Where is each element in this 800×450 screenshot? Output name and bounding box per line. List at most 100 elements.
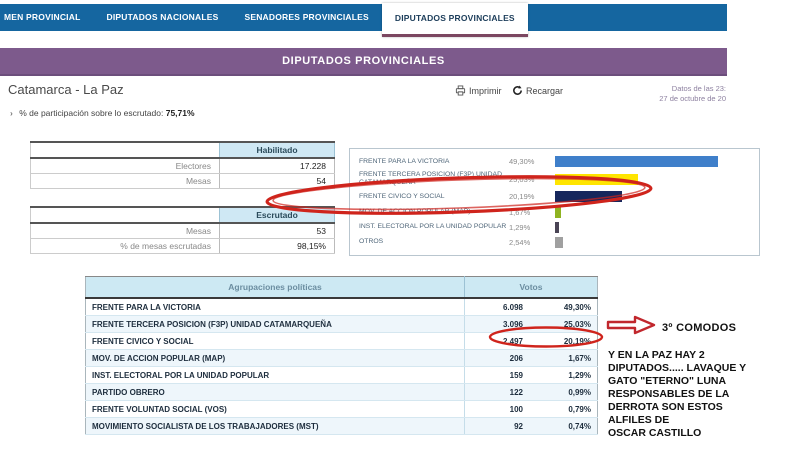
party-percent: 25,03% bbox=[529, 315, 598, 333]
results-row: FRENTE PARA LA VICTORIA 6.098 49,30% bbox=[85, 298, 598, 316]
habilitado-body: Electores 17.228 Mesas 54 bbox=[30, 158, 335, 189]
chart-bar bbox=[555, 191, 622, 203]
party-name: INST. ELECTORAL POR LA UNIDAD POPULAR bbox=[85, 366, 465, 384]
chart-row: FRENTE TERCERA POSICION (F3P) UNIDAD CAT… bbox=[359, 171, 750, 187]
print-label: Imprimir bbox=[469, 85, 502, 96]
results-row: FRENTE CIVICO Y SOCIAL 2.497 20,19% bbox=[85, 332, 598, 350]
summary-row: Mesas 54 bbox=[30, 173, 335, 189]
chart-row: FRENTE CIVICO Y SOCIAL 20,19% bbox=[359, 191, 750, 203]
results-body: FRENTE PARA LA VICTORIA 6.098 49,30% FRENTE… bbox=[85, 298, 598, 435]
results-row: PARTIDO OBRERO 122 0,99% bbox=[85, 383, 598, 401]
party-votes: 159 bbox=[464, 366, 529, 384]
reload-icon bbox=[512, 85, 523, 96]
summary-label: Mesas bbox=[30, 223, 220, 239]
party-percent: 0,79% bbox=[529, 400, 598, 418]
chart-value-label: 20,19% bbox=[509, 192, 535, 202]
chart-category-label: FRENTE TERCERA POSICION (F3P) UNIDAD CAT… bbox=[359, 171, 503, 187]
party-name: FRENTE PARA LA VICTORIA bbox=[85, 298, 465, 316]
chart-row: INST. ELECTORAL POR LA UNIDAD POPULAR 1,2… bbox=[359, 221, 750, 233]
chart-value-label: 1,29% bbox=[509, 222, 531, 232]
party-percent: 20,19% bbox=[529, 332, 598, 350]
annotation-arrow-label: 3º COMODOS bbox=[662, 321, 737, 334]
chart-category-label: OTROS bbox=[359, 238, 384, 246]
timestamp-line-2: 27 de octubre de 20 bbox=[659, 93, 726, 103]
chart-bar bbox=[555, 156, 718, 167]
summary-label: Mesas bbox=[30, 173, 220, 189]
annotation-arrow-row: 3º COMODOS bbox=[606, 314, 736, 341]
party-name: FRENTE VOLUNTAD SOCIAL (VOS) bbox=[85, 400, 465, 418]
results-row: FRENTE TERCERA POSICION (F3P) UNIDAD CAT… bbox=[85, 315, 598, 333]
column-header-votes: Votos bbox=[464, 276, 598, 299]
summary-value: 17.228 bbox=[219, 158, 335, 174]
summary-value: 54 bbox=[219, 173, 335, 189]
habilitado-header: Habilitado bbox=[219, 141, 335, 159]
results-row: MOVIMIENTO SOCIALISTA DE LOS TRABAJADORE… bbox=[85, 417, 598, 435]
party-percent: 1,67% bbox=[529, 349, 598, 367]
chart-bar bbox=[555, 173, 638, 185]
party-votes: 3.096 bbox=[464, 315, 529, 333]
results-row: INST. ELECTORAL POR LA UNIDAD POPULAR 159… bbox=[85, 366, 598, 384]
party-votes: 122 bbox=[464, 383, 529, 401]
results-row: FRENTE VOLUNTAD SOCIAL (VOS) 100 0,79% bbox=[85, 400, 598, 418]
party-percent: 49,30% bbox=[529, 298, 598, 316]
chart-bar bbox=[555, 206, 561, 218]
column-header-parties: Agrupaciones políticas bbox=[85, 276, 465, 299]
summary-label: Electores bbox=[30, 158, 220, 174]
participation-line: › % de participación sobre lo escrutado:… bbox=[10, 108, 195, 118]
summary-row: % de mesas escrutadas 98,15% bbox=[30, 238, 335, 254]
region-title: Catamarca - La Paz bbox=[8, 82, 124, 97]
chart-row: MOV. DE ACCION POPULAR (MAP) 1,67% bbox=[359, 206, 750, 218]
escrutado-table: Escrutado Mesas 53% de mesas escrutadas 98… bbox=[30, 206, 335, 254]
chart-row: OTROS 2,54% bbox=[359, 236, 750, 248]
bullet-arrow-icon: › bbox=[10, 108, 13, 118]
summary-value: 53 bbox=[219, 223, 335, 239]
nav-tab[interactable]: DIPUTADOS PROVINCIALES bbox=[381, 3, 528, 37]
results-bar-chart: FRENTE PARA LA VICTORIA 49,30% FRENTE TERC… bbox=[349, 148, 760, 256]
party-percent: 0,99% bbox=[529, 383, 598, 401]
nav-tab[interactable]: DIPUTADOS NACIONALES bbox=[106, 12, 219, 22]
empty-header-cell bbox=[30, 141, 220, 159]
chart-category-label: INST. ELECTORAL POR LA UNIDAD POPULAR bbox=[359, 223, 507, 231]
reload-label: Recargar bbox=[526, 85, 564, 96]
chart-category-label: FRENTE CIVICO Y SOCIAL bbox=[359, 192, 445, 200]
party-name: MOVIMIENTO SOCIALISTA DE LOS TRABAJADORE… bbox=[85, 417, 465, 435]
summary-row: Electores 17.228 bbox=[30, 158, 335, 174]
chart-value-label: 25,03% bbox=[509, 174, 535, 184]
chart-category-label: FRENTE PARA LA VICTORIA bbox=[359, 157, 450, 165]
chart-value-label: 2,54% bbox=[509, 237, 531, 247]
nav-tab[interactable]: MEN PROVINCIAL bbox=[4, 12, 81, 22]
timestamp-line-1: Datos de las 23: bbox=[671, 84, 726, 93]
party-votes: 6.098 bbox=[464, 298, 529, 316]
data-timestamp: Datos de las 23: 27 de octubre de 20 bbox=[659, 84, 726, 103]
section-banner: DIPUTADOS PROVINCIALES bbox=[0, 48, 727, 76]
chart-value-label: 49,30% bbox=[509, 157, 535, 166]
party-name: FRENTE TERCERA POSICION (F3P) UNIDAD CAT… bbox=[85, 315, 465, 333]
party-percent: 1,29% bbox=[529, 366, 598, 384]
chart-bar bbox=[555, 221, 560, 233]
print-button[interactable]: Imprimir bbox=[455, 85, 502, 96]
results-table: Agrupaciones políticas Votos FRENTE PARA… bbox=[85, 276, 598, 435]
party-name: MOV. DE ACCION POPULAR (MAP) bbox=[85, 349, 465, 367]
chart-bar bbox=[555, 236, 564, 248]
empty-header-cell bbox=[30, 206, 220, 224]
participation-value: 75,71% bbox=[165, 108, 195, 118]
party-votes: 206 bbox=[464, 349, 529, 367]
results-row: MOV. DE ACCION POPULAR (MAP) 206 1,67% bbox=[85, 349, 598, 367]
escrutado-body: Mesas 53% de mesas escrutadas 98,15% bbox=[30, 223, 335, 254]
escrutado-header: Escrutado bbox=[219, 206, 335, 224]
nav-tab[interactable]: SENADORES PROVINCIALES bbox=[244, 12, 369, 22]
nav-bar: MEN PROVINCIAL DIPUTADOS NACIONALES SENADO… bbox=[0, 3, 727, 37]
reload-button[interactable]: Recargar bbox=[512, 85, 563, 96]
chart-category-label: MOV. DE ACCION POPULAR (MAP) bbox=[359, 208, 471, 216]
summary-value: 98,15% bbox=[219, 238, 335, 254]
party-votes: 92 bbox=[464, 417, 529, 435]
chart-row: FRENTE PARA LA VICTORIA 49,30% bbox=[359, 156, 750, 167]
chart-value-label: 1,67% bbox=[509, 207, 531, 217]
summary-row: Mesas 53 bbox=[30, 223, 335, 239]
party-votes: 100 bbox=[464, 400, 529, 418]
party-name: PARTIDO OBRERO bbox=[85, 383, 465, 401]
summary-label: % de mesas escrutadas bbox=[30, 238, 220, 254]
party-name: FRENTE CIVICO Y SOCIAL bbox=[85, 332, 465, 350]
participation-label: % de participación sobre lo escrutado: bbox=[19, 108, 164, 118]
